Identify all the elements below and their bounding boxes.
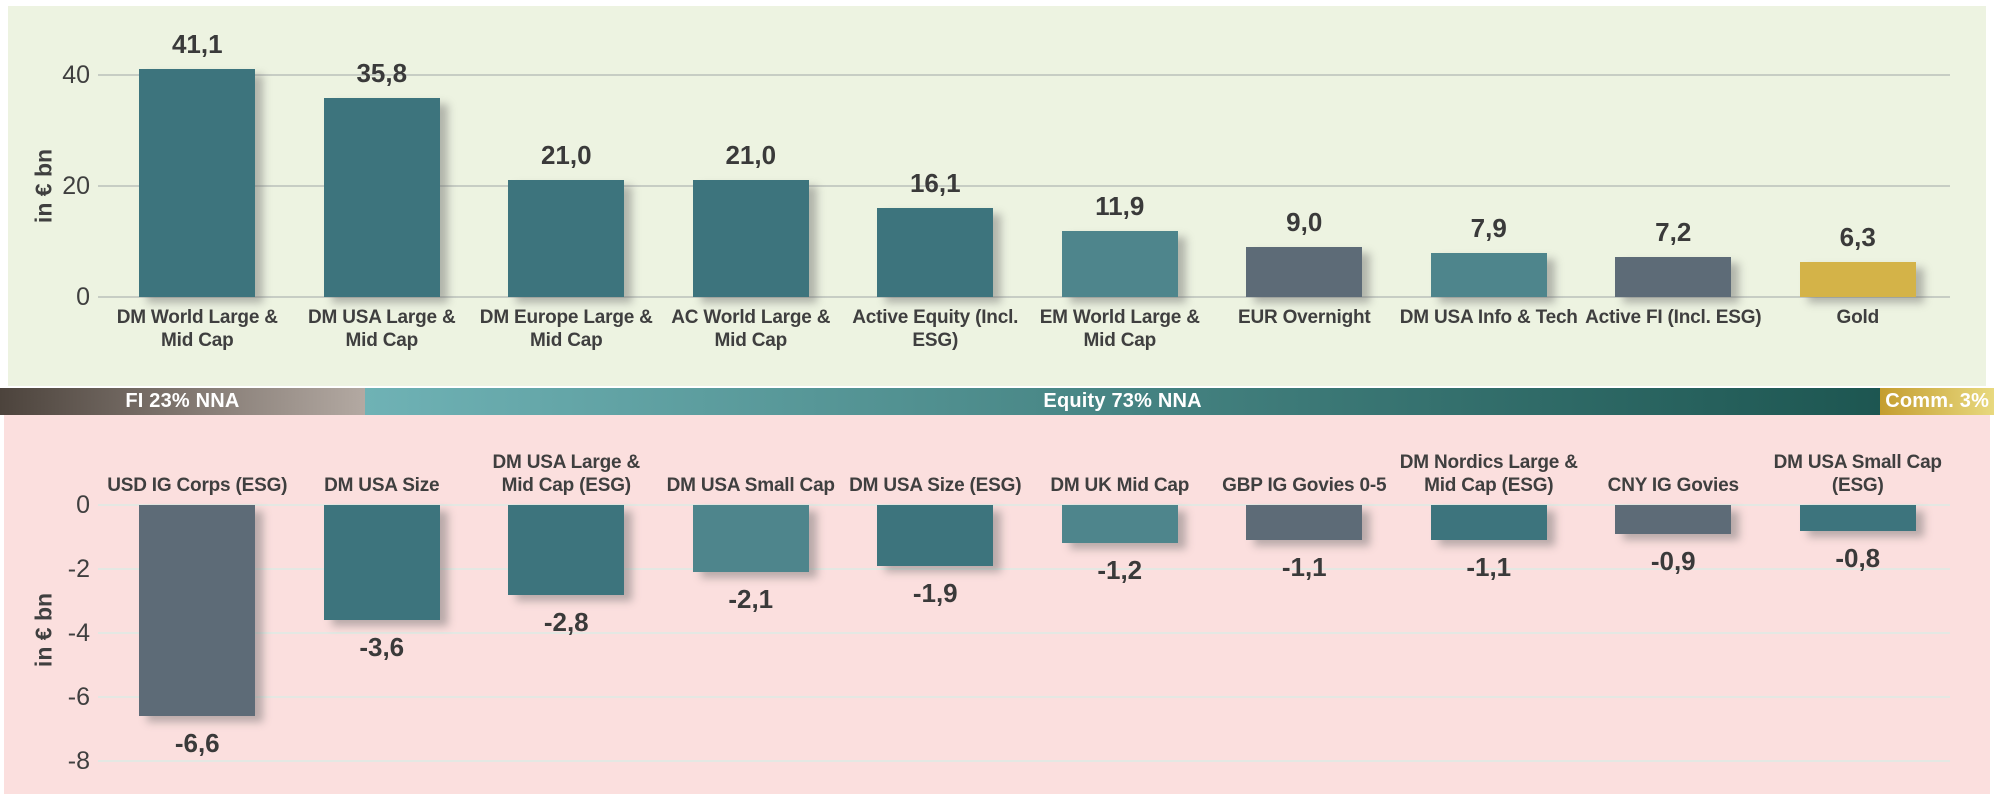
bar-value-label: 35,8 xyxy=(356,58,408,89)
y-tick-label: 20 xyxy=(62,172,90,200)
band-segment-label: Comm. 3% xyxy=(1885,390,1990,412)
bar xyxy=(139,505,256,717)
bar-category-label: DM USA Info & Tech xyxy=(1399,307,1578,328)
gridline xyxy=(98,760,1950,762)
bar xyxy=(139,68,256,297)
bar-value-label: 7,2 xyxy=(1655,217,1692,248)
bar xyxy=(1246,505,1363,541)
bar-value-label: -2,1 xyxy=(728,584,774,615)
bar-category-label: GBP IG Govies 0-5 xyxy=(1222,475,1387,496)
bar-value-label: 6,3 xyxy=(1839,222,1876,253)
bar-value-label: -1,9 xyxy=(912,577,958,608)
bar-value-label: -0,8 xyxy=(1835,542,1881,573)
bar-category-label: DM USA Large & Mid Cap (ESG) xyxy=(492,452,641,496)
bar-value-label: -1,1 xyxy=(1281,552,1327,583)
bar xyxy=(1799,505,1916,531)
bar xyxy=(1061,230,1178,297)
bar xyxy=(1430,253,1547,297)
gridline xyxy=(98,185,1950,187)
y-tick-label: 40 xyxy=(62,61,90,89)
bar xyxy=(1246,247,1363,297)
bar-category-label: DM USA Small Cap xyxy=(666,475,835,496)
bar-category-label: Active Equity (Incl. ESG) xyxy=(852,307,1019,351)
band-segment: FI 23% NNA xyxy=(0,388,365,415)
bar-value-label: -2,8 xyxy=(543,606,589,637)
bar xyxy=(323,505,440,621)
bar-category-label: Active FI (Incl. ESG) xyxy=(1585,307,1762,328)
bar-category-label: EM World Large & Mid Cap xyxy=(1039,307,1200,351)
bar xyxy=(323,98,440,297)
band-segment: Equity 73% NNA xyxy=(364,388,1881,415)
bar xyxy=(877,505,994,566)
bar-value-label: 41,1 xyxy=(171,28,223,59)
gridline xyxy=(98,296,1950,298)
gridline xyxy=(98,504,1950,506)
bar-value-label: -3,6 xyxy=(359,632,405,663)
bar-category-label: Gold xyxy=(1836,307,1880,328)
bar-category-label: DM USA Size (ESG) xyxy=(849,475,1022,496)
bar xyxy=(1061,505,1178,544)
y-tick-label: -6 xyxy=(67,683,90,711)
gridline xyxy=(98,632,1950,634)
bar-value-label: 21,0 xyxy=(540,140,592,171)
asset-class-share-band: FI 23% NNA Equity 73% NNA Comm. 3% xyxy=(0,388,1994,415)
y-axis-title: in € bn xyxy=(30,148,57,224)
bar-value-label: 21,0 xyxy=(725,140,777,171)
bar xyxy=(877,207,994,297)
bar-value-label: 16,1 xyxy=(909,167,961,198)
bar-category-label: DM Nordics Large & Mid Cap (ESG) xyxy=(1399,452,1578,496)
bar-category-label: DM USA Size xyxy=(324,475,440,496)
gridline xyxy=(98,74,1950,76)
bar-value-label: 11,9 xyxy=(1095,190,1145,221)
bar-value-label: 7,9 xyxy=(1470,213,1507,244)
y-tick-label: -2 xyxy=(67,555,90,583)
bar-category-label: USD IG Corps (ESG) xyxy=(107,475,288,496)
bar xyxy=(1799,262,1916,297)
bar xyxy=(508,180,625,297)
bar-value-label: 9,0 xyxy=(1286,207,1323,238)
bar-value-label: -1,1 xyxy=(1466,552,1512,583)
bar xyxy=(1430,505,1547,541)
bar-category-label: DM Europe Large & Mid Cap xyxy=(479,307,653,351)
bar-category-label: EUR Overnight xyxy=(1237,307,1371,328)
bar xyxy=(1615,505,1732,534)
band-segment: Comm. 3% xyxy=(1880,388,1994,415)
bar xyxy=(692,505,809,573)
gridline xyxy=(98,696,1950,698)
band-segment-label: FI 23% NNA xyxy=(125,390,240,412)
bar-value-label: -1,2 xyxy=(1097,555,1143,586)
gridline xyxy=(98,568,1950,570)
bar xyxy=(1615,257,1732,297)
bar-category-label: DM UK Mid Cap xyxy=(1050,475,1190,496)
bar xyxy=(692,180,809,297)
y-tick-label: -4 xyxy=(67,619,90,647)
y-tick-label: 0 xyxy=(76,283,90,311)
y-tick-label: -8 xyxy=(67,747,90,775)
band-segment-label: Equity 73% NNA xyxy=(1043,390,1202,412)
bar-value-label: -6,6 xyxy=(174,728,220,759)
bar-value-label: -0,9 xyxy=(1650,545,1696,576)
bar-category-label: CNY IG Govies xyxy=(1607,475,1739,496)
bar-category-label: DM USA Large & Mid Cap xyxy=(308,307,456,351)
bar-category-label: AC World Large & Mid Cap xyxy=(671,307,831,351)
bar xyxy=(508,505,625,595)
bar-category-label: DM USA Small Cap (ESG) xyxy=(1773,452,1942,496)
y-tick-label: 0 xyxy=(76,491,90,519)
y-axis-title: in € bn xyxy=(30,592,57,668)
bar-category-label: DM World Large & Mid Cap xyxy=(116,307,278,351)
